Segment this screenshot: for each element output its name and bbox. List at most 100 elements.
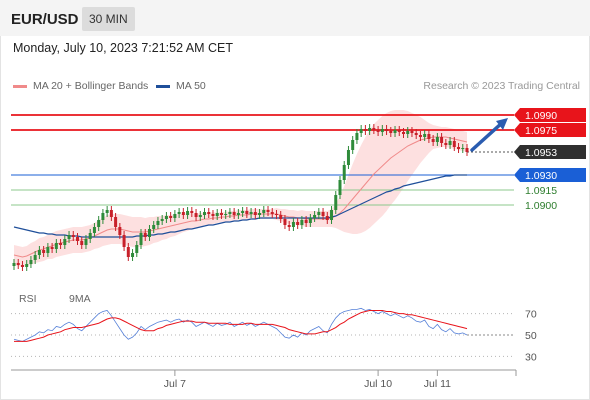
candle-body [401, 132, 405, 134]
candle-body [321, 212, 325, 216]
candle-body [330, 210, 334, 220]
candle-body [313, 215, 317, 218]
candle-body [194, 213, 198, 217]
candle-body [50, 247, 54, 249]
level-tag-resistance [514, 108, 586, 122]
candle-body [253, 212, 257, 215]
time-tick-label: Jul 11 [424, 378, 451, 390]
bullish-arrow-head [496, 118, 508, 130]
legend-ma50: MA 50 [156, 80, 206, 92]
interval-button[interactable]: 30 MIN [82, 7, 135, 31]
candle-body [224, 214, 228, 215]
credit: Research © 2023 Trading Central [423, 80, 580, 92]
candle-body [143, 233, 147, 237]
candle-body [414, 133, 418, 135]
candle-body [287, 225, 291, 227]
candle-body [457, 147, 461, 149]
rsi-ma-line [14, 309, 468, 342]
candle-body [139, 233, 143, 245]
candle-body [164, 216, 168, 219]
candle-body [16, 263, 20, 265]
candle-body [440, 137, 444, 143]
candle-body [160, 219, 164, 221]
legend-rsi-ma: 9MA [63, 293, 91, 305]
candle-body [63, 239, 67, 245]
candle-body [105, 210, 109, 213]
candle-body [114, 217, 118, 227]
timestamp: Monday, July 10, 2023 7:21:52 AM CET [13, 41, 234, 55]
candle-body [190, 211, 194, 213]
candle-body [368, 128, 372, 131]
candle-body [20, 265, 24, 267]
candle-body [203, 212, 207, 215]
legend-ma-bollinger-label: MA 20 + Bollinger Bands [33, 80, 149, 92]
candle-body [29, 260, 33, 264]
candle-body [380, 129, 384, 132]
candles [12, 124, 469, 271]
candle-body [279, 215, 283, 219]
bullish-arrow-shaft [470, 120, 505, 152]
candle-body [92, 227, 96, 233]
candle-body [266, 210, 270, 212]
candle-body [122, 235, 126, 247]
candle-body [304, 220, 308, 223]
ma20-swatch [13, 84, 27, 88]
candle-body [351, 140, 355, 150]
legend-rsi-label: RSI [19, 293, 37, 305]
rsi-tick-label: 50 [525, 330, 537, 342]
candle-body [342, 165, 346, 180]
candle-body [385, 129, 389, 131]
candle-body [236, 213, 240, 215]
candle-body [211, 214, 215, 216]
candle-body [245, 211, 249, 214]
candle-body [431, 139, 435, 142]
candle-body [181, 212, 185, 215]
candle-body [300, 220, 304, 225]
candle-body [418, 135, 422, 137]
candle-body [296, 222, 300, 225]
candle-body [249, 212, 253, 214]
time-tick-label: Jul 7 [164, 378, 186, 390]
candle-body [423, 134, 427, 137]
candle-body [274, 214, 278, 215]
candle-body [448, 141, 452, 145]
candle-body [12, 263, 16, 266]
candle-body [207, 212, 211, 214]
candle-body [215, 213, 219, 216]
candle-body [363, 129, 367, 131]
candle-body [376, 130, 380, 132]
rsi-tick-label: 70 [525, 309, 537, 321]
level-tag-last_price [514, 145, 586, 159]
candle-body [262, 210, 266, 213]
legend-ma50-label: MA 50 [176, 80, 206, 92]
candle-body [283, 219, 287, 225]
candle-body [25, 264, 29, 267]
candle-body [76, 237, 80, 241]
legend-rsi: RSI [13, 293, 37, 305]
rsi-tick-label: 30 [525, 351, 537, 363]
candle-body [270, 212, 274, 214]
time-tick-label: Jul 10 [364, 378, 392, 390]
candle-body [71, 235, 75, 237]
candle-body [42, 250, 46, 253]
level-tag-resistance [514, 123, 586, 137]
candle-body [173, 214, 177, 218]
candle-body [169, 216, 173, 218]
candle-body [147, 229, 151, 237]
candle-body [461, 148, 465, 149]
candle-body [54, 243, 58, 249]
candle-body [232, 212, 236, 215]
ma50-swatch [156, 84, 170, 88]
candle-body [118, 227, 122, 235]
candle-body [219, 213, 223, 215]
candle-body [406, 131, 410, 134]
candle-body [372, 128, 376, 130]
candle-body [88, 233, 92, 239]
candle-body [427, 134, 431, 139]
candle-body [435, 137, 439, 142]
candle-body [317, 212, 321, 215]
level-label-resistance: 1.0975 [525, 125, 557, 137]
level-label-resistance: 1.0990 [525, 110, 557, 122]
